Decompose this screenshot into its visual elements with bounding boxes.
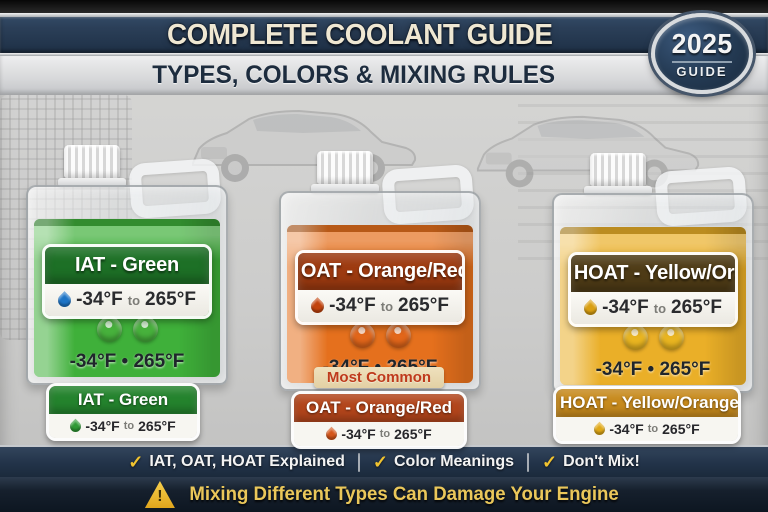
jug-cap — [58, 145, 126, 187]
jug-label-title: OAT - Orange/Red — [297, 253, 463, 290]
badge-label: GUIDE — [676, 63, 728, 79]
range-low: -34°F — [341, 426, 376, 442]
jug-body: HOAT - Yellow/Orange -34°F to 265°F -34°… — [552, 193, 754, 393]
metal-divider — [0, 53, 768, 56]
type-badge-range: -34°F to 265°F — [556, 417, 738, 441]
warning-triangle-icon: ! — [144, 481, 175, 508]
range-low: -34°F — [76, 289, 123, 310]
range-high: 265°F — [671, 297, 722, 318]
page-subtitle: TYPES, COLORS & MIXING RULES — [152, 61, 556, 89]
type-badge-oat: OAT - Orange/Red -34°F to 265°F — [291, 391, 467, 449]
jug-body: OAT - Orange/Red -34°F to 265°F -34°F • … — [279, 191, 481, 391]
droplet-icon — [68, 418, 84, 434]
badge-year: 2025 — [671, 27, 733, 59]
type-badge-range: -34°F to 265°F — [294, 422, 464, 446]
type-badge-range: -34°F to 265°F — [49, 414, 197, 438]
footer-item-label: IAT, OAT, HOAT Explained — [149, 453, 345, 470]
year-badge: 2025 GUIDE — [651, 13, 753, 94]
droplet-icon — [308, 296, 327, 316]
range-low: -34°F — [602, 297, 649, 318]
range-low: -34°F — [329, 295, 376, 316]
warning-exclamation: ! — [157, 488, 163, 506]
temp-summary: -34°F • 265°F — [69, 351, 185, 372]
jug-label: HOAT - Yellow/Orange -34°F to 265°F — [567, 252, 739, 327]
range-high: 265°F — [398, 295, 449, 316]
footer-separator — [527, 452, 529, 472]
range-join: to — [380, 298, 394, 314]
droplet-icon — [592, 421, 608, 437]
footer-item-color-meanings: ✓ Color Meanings — [373, 452, 514, 473]
type-badge-title: HOAT - Yellow/Orange — [556, 389, 738, 417]
type-badge-hoat: HOAT - Yellow/Orange -34°F to 265°F — [553, 386, 741, 444]
droplet-icon — [324, 426, 340, 442]
top-frame-bar — [0, 0, 768, 13]
jug-label: IAT - Green -34°F to 265°F — [41, 244, 213, 319]
range-low: -34°F — [85, 418, 120, 434]
coolant-jug-hoat: HOAT - Yellow/Orange -34°F to 265°F -34°… — [552, 153, 754, 393]
badge-divider — [672, 60, 732, 63]
range-join: to — [653, 300, 667, 316]
jug-label-range: -34°F to 265°F — [44, 284, 210, 316]
type-badge-iat: IAT - Green -34°F to 265°F — [46, 383, 200, 441]
metal-divider — [0, 13, 768, 17]
footer-item-label: Color Meanings — [393, 453, 514, 470]
jug-label-title: HOAT - Yellow/Orange — [570, 255, 736, 292]
temp-summary: -34°F • 265°F — [595, 359, 711, 380]
range-high: 265°F — [394, 426, 432, 442]
subtitle-bar: TYPES, COLORS & MIXING RULES — [0, 56, 768, 95]
jug-label-title: IAT - Green — [44, 247, 210, 284]
droplet-pair — [281, 317, 479, 354]
main-scene: IAT - Green -34°F to 265°F -34°F • 265°F — [0, 95, 768, 449]
droplet-icon — [55, 290, 74, 310]
range-high: 265°F — [145, 289, 196, 310]
type-badge-title: IAT - Green — [49, 386, 197, 414]
type-badge-title: OAT - Orange/Red — [294, 394, 464, 422]
droplet-pair — [554, 319, 752, 356]
check-icon: ✓ — [128, 451, 144, 472]
title-banner: COMPLETE COOLANT GUIDE — [0, 17, 768, 53]
jug-label-range: -34°F to 265°F — [297, 290, 463, 322]
range-low: -34°F — [609, 421, 644, 437]
droplet-pair — [28, 311, 226, 348]
range-join: to — [127, 292, 141, 308]
page-title: COMPLETE COOLANT GUIDE — [167, 18, 553, 51]
range-high: 265°F — [138, 418, 176, 434]
coolant-jug-oat: OAT - Orange/Red -34°F to 265°F -34°F • … — [279, 151, 481, 391]
footer-separator — [357, 452, 360, 472]
check-icon: ✓ — [542, 451, 558, 472]
jug-cap — [584, 153, 652, 195]
jug-label-range: -34°F to 265°F — [570, 292, 736, 324]
jug-cap — [311, 151, 379, 193]
most-common-ribbon: Most Common — [314, 367, 444, 388]
jug-body: IAT - Green -34°F to 265°F -34°F • 265°F — [26, 185, 228, 385]
footer-item-dont-mix: ✓ Don't Mix! — [542, 452, 640, 473]
warning-text: Mixing Different Types Can Damage Your E… — [189, 483, 619, 505]
jug-label: OAT - Orange/Red -34°F to 265°F — [294, 250, 466, 325]
footer-item-label: Don't Mix! — [563, 453, 640, 470]
range-high: 265°F — [662, 421, 700, 437]
check-icon: ✓ — [372, 451, 388, 472]
footer-item-explained: ✓ IAT, OAT, HOAT Explained — [128, 452, 345, 473]
range-join: to — [647, 423, 659, 435]
range-join: to — [379, 428, 391, 440]
warning-bar: ! Mixing Different Types Can Damage Your… — [0, 477, 768, 512]
droplet-icon — [581, 298, 600, 318]
coolant-jug-iat: IAT - Green -34°F to 265°F -34°F • 265°F — [26, 145, 228, 385]
range-join: to — [123, 420, 135, 432]
footer-topics-bar: ✓ IAT, OAT, HOAT Explained ✓ Color Meani… — [0, 445, 768, 477]
